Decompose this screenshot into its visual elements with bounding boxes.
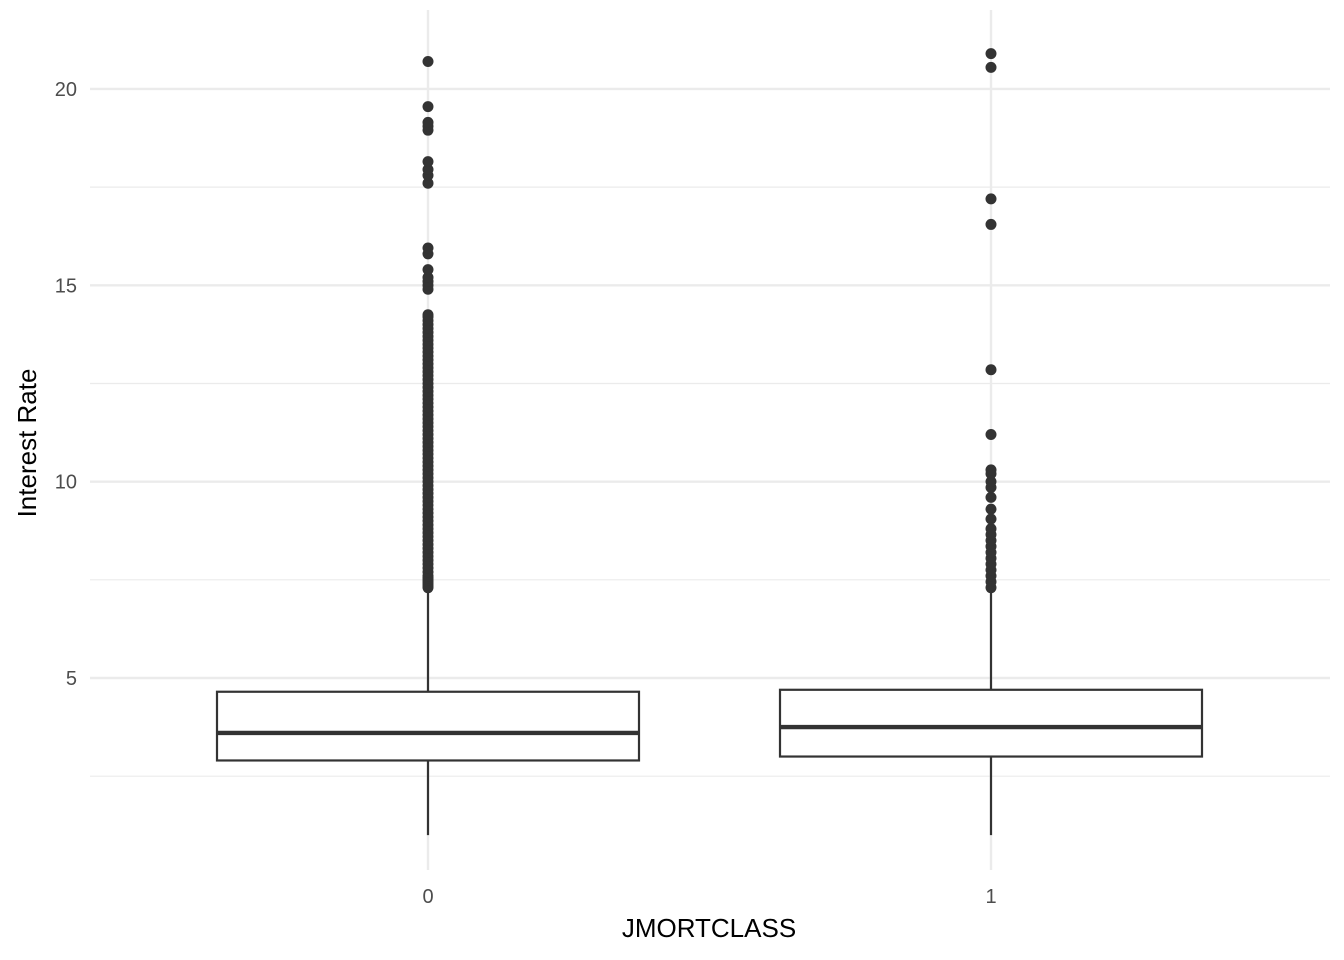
outlier-point — [985, 491, 997, 503]
outlier-point — [985, 464, 997, 476]
outlier-point — [422, 177, 434, 189]
outlier-point — [422, 163, 434, 175]
box-iqr — [215, 690, 641, 762]
x-axis-title: JMORTCLASS — [622, 913, 796, 943]
box-group — [215, 55, 641, 836]
box-group — [778, 48, 1204, 836]
box-iqr — [778, 688, 1204, 758]
outlier-point — [422, 156, 434, 168]
outlier-point — [985, 61, 997, 73]
outlier-point — [985, 476, 997, 488]
outlier-point — [422, 271, 434, 283]
outlier-point — [985, 193, 997, 205]
outlier-point — [422, 242, 434, 254]
outlier-point — [985, 503, 997, 515]
outlier-point — [985, 429, 997, 441]
outlier-point — [985, 523, 997, 535]
outlier-point — [422, 264, 434, 276]
y-tick-label: 10 — [55, 472, 77, 494]
x-tick-label: 0 — [422, 886, 433, 908]
outlier-point — [985, 513, 997, 525]
outlier-point — [985, 48, 997, 60]
x-tick-label: 1 — [985, 886, 996, 908]
y-tick-label: 15 — [55, 275, 77, 297]
outlier-point — [985, 218, 997, 230]
y-tick-label: 20 — [55, 79, 77, 101]
y-axis-title: Interest Rate — [12, 369, 42, 518]
outlier-point — [422, 309, 434, 321]
outlier-point — [422, 101, 434, 113]
outlier-point — [422, 116, 434, 128]
y-tick-label: 5 — [66, 668, 77, 690]
tick-labels: 5 10 15 20 0 1 — [55, 79, 997, 908]
box-layer — [215, 48, 1204, 836]
outlier-point — [985, 364, 997, 376]
outlier-point — [422, 55, 434, 67]
